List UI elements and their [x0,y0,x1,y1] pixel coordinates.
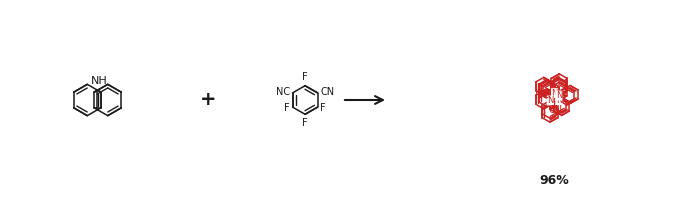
Text: 96%: 96% [540,174,570,187]
Text: F: F [302,72,308,82]
Text: NH: NH [91,76,108,86]
Text: N: N [556,96,562,105]
Text: CN: CN [548,105,562,115]
Text: N: N [547,96,554,105]
Text: CN: CN [320,87,334,97]
Text: NC: NC [276,87,290,97]
Text: F: F [302,118,308,128]
Text: F: F [320,103,326,113]
Text: N: N [552,89,558,98]
Text: N: N [556,91,562,100]
Text: NC: NC [534,90,549,100]
Text: +: + [200,90,216,109]
Text: F: F [284,103,290,113]
